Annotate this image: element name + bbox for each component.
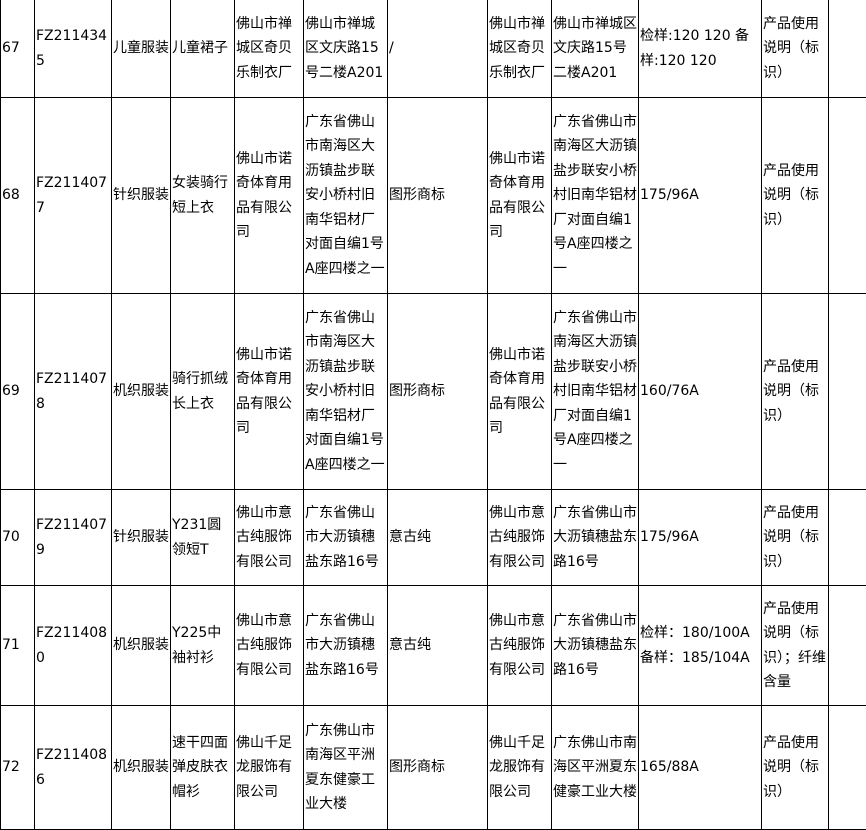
cell-category: 机织服装 (112, 294, 171, 490)
cell-extra (829, 98, 866, 294)
cell-seller-address: 广东佛山市南海区平洲夏东健豪工业大楼 (552, 706, 639, 830)
cell-product: Y225中袖衬衫 (171, 586, 235, 706)
cell-extra (829, 706, 866, 830)
cell-maker: 佛山市禅城区奇贝乐制衣厂 (235, 0, 304, 98)
cell-code: FZ2114078 (35, 294, 112, 490)
cell-seller: 佛山市禅城区奇贝乐制衣厂 (488, 0, 552, 98)
cell-no: 68 (1, 98, 35, 294)
cell-category: 机织服装 (112, 586, 171, 706)
cell-seller-address: 广东省佛山市大沥镇穗盐东路16号 (552, 490, 639, 586)
cell-trademark: 图形商标 (388, 98, 488, 294)
cell-seller-address: 佛山市禅城区文庆路15号二楼A201 (552, 0, 639, 98)
cell-category: 针织服装 (112, 490, 171, 586)
cell-spec: 检样：180/100A 备样：185/104A (639, 586, 762, 706)
table-row: 68 FZ2114077 针织服装 女装骑行短上衣 佛山市诺奇体育用品有限公司 … (1, 98, 866, 294)
cell-seller: 佛山市诺奇体育用品有限公司 (488, 294, 552, 490)
cell-spec: 165/88A (639, 706, 762, 830)
cell-trademark: 意古纯 (388, 586, 488, 706)
cell-no: 67 (1, 0, 35, 98)
cell-product: Y231圆领短T (171, 490, 235, 586)
cell-issue: 产品使用说明（标识） (762, 490, 829, 586)
cell-maker: 佛山市意古纯服饰有限公司 (235, 586, 304, 706)
cell-code: FZ2114080 (35, 586, 112, 706)
cell-spec: 检样:120 120 备样:120 120 (639, 0, 762, 98)
cell-category: 儿童服装 (112, 0, 171, 98)
cell-maker-address: 广东省佛山市南海区大沥镇盐步联安小桥村旧南华铝材厂对面自编1号A座四楼之一 (304, 98, 388, 294)
cell-maker-address: 广东省佛山市南海区大沥镇盐步联安小桥村旧南华铝材厂对面自编1号A座四楼之一 (304, 294, 388, 490)
cell-category: 针织服装 (112, 98, 171, 294)
cell-seller: 佛山市诺奇体育用品有限公司 (488, 98, 552, 294)
table-row: 70 FZ2114079 针织服装 Y231圆领短T 佛山市意古纯服饰有限公司 … (1, 490, 866, 586)
cell-product: 女装骑行短上衣 (171, 98, 235, 294)
cell-issue: 产品使用说明（标识）；纤维含量 (762, 586, 829, 706)
cell-category: 机织服装 (112, 706, 171, 830)
cell-spec: 175/96A (639, 98, 762, 294)
cell-extra (829, 294, 866, 490)
cell-no: 70 (1, 490, 35, 586)
cell-trademark: 图形商标 (388, 294, 488, 490)
cell-seller: 佛山千足龙服饰有限公司 (488, 706, 552, 830)
table-row: 72 FZ2114086 机织服装 速干四面弹皮肤衣帽衫 佛山千足龙服饰有限公司… (1, 706, 866, 830)
cell-code: FZ2114079 (35, 490, 112, 586)
cell-product: 儿童裙子 (171, 0, 235, 98)
cell-seller-address: 广东省佛山市南海区大沥镇盐步联安小桥村旧南华铝材厂对面自编1号A座四楼之一 (552, 98, 639, 294)
cell-spec: 160/76A (639, 294, 762, 490)
cell-trademark: 图形商标 (388, 706, 488, 830)
cell-maker-address: 广东省佛山市大沥镇穗盐东路16号 (304, 586, 388, 706)
cell-extra (829, 490, 866, 586)
cell-extra (829, 586, 866, 706)
cell-code: FZ2114345 (35, 0, 112, 98)
cell-trademark: / (388, 0, 488, 98)
cell-code: FZ2114086 (35, 706, 112, 830)
cell-trademark: 意古纯 (388, 490, 488, 586)
cell-seller: 佛山市意古纯服饰有限公司 (488, 586, 552, 706)
cell-maker-address: 广东佛山市南海区平洲夏东健豪工业大楼 (304, 706, 388, 830)
cell-product: 速干四面弹皮肤衣帽衫 (171, 706, 235, 830)
cell-no: 72 (1, 706, 35, 830)
table-row: 71 FZ2114080 机织服装 Y225中袖衬衫 佛山市意古纯服饰有限公司 … (1, 586, 866, 706)
cell-code: FZ2114077 (35, 98, 112, 294)
cell-maker: 佛山市诺奇体育用品有限公司 (235, 98, 304, 294)
cell-spec: 175/96A (639, 490, 762, 586)
cell-product: 骑行抓绒长上衣 (171, 294, 235, 490)
cell-seller-address: 广东省佛山市南海区大沥镇盐步联安小桥村旧南华铝材厂对面自编1号A座四楼之一 (552, 294, 639, 490)
cell-seller-address: 广东省佛山市大沥镇穗盐东路16号 (552, 586, 639, 706)
cell-maker-address: 佛山市禅城区文庆路15号二楼A201 (304, 0, 388, 98)
cell-no: 69 (1, 294, 35, 490)
cell-issue: 产品使用说明（标识） (762, 0, 829, 98)
cell-issue: 产品使用说明（标识） (762, 706, 829, 830)
table-row: 69 FZ2114078 机织服装 骑行抓绒长上衣 佛山市诺奇体育用品有限公司 … (1, 294, 866, 490)
cell-maker: 佛山千足龙服饰有限公司 (235, 706, 304, 830)
cell-issue: 产品使用说明（标识） (762, 294, 829, 490)
cell-seller: 佛山市意古纯服饰有限公司 (488, 490, 552, 586)
cell-no: 71 (1, 586, 35, 706)
cell-issue: 产品使用说明（标识） (762, 98, 829, 294)
cell-maker-address: 广东省佛山市大沥镇穗盐东路16号 (304, 490, 388, 586)
table-row: 67 FZ2114345 儿童服装 儿童裙子 佛山市禅城区奇贝乐制衣厂 佛山市禅… (1, 0, 866, 98)
cell-maker: 佛山市诺奇体育用品有限公司 (235, 294, 304, 490)
cell-maker: 佛山市意古纯服饰有限公司 (235, 490, 304, 586)
cell-extra (829, 0, 866, 98)
